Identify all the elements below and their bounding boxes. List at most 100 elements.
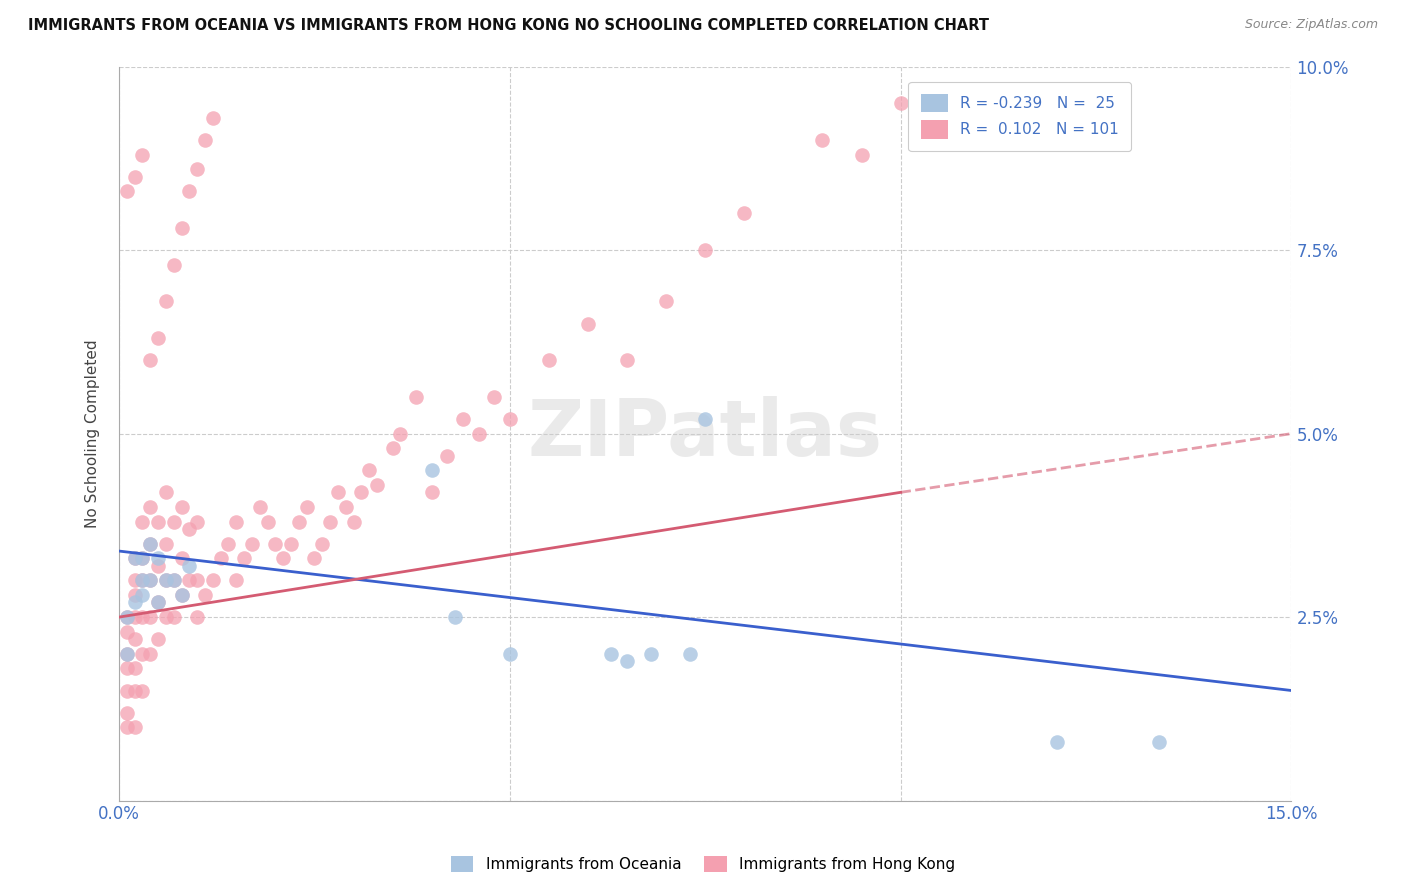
- Point: [280, 537, 302, 551]
- Point: [163, 515, 186, 529]
- Point: [311, 537, 333, 551]
- Point: [170, 551, 193, 566]
- Point: [131, 515, 153, 529]
- Point: [115, 610, 138, 624]
- Point: [600, 647, 623, 661]
- Point: [146, 595, 169, 609]
- Point: [201, 111, 224, 125]
- Point: [249, 500, 271, 514]
- Point: [115, 683, 138, 698]
- Point: [499, 412, 522, 426]
- Point: [288, 515, 311, 529]
- Point: [155, 294, 177, 309]
- Point: [124, 610, 146, 624]
- Point: [209, 551, 232, 566]
- Text: ZIPatlas: ZIPatlas: [527, 396, 883, 472]
- Point: [335, 500, 357, 514]
- Point: [326, 485, 349, 500]
- Point: [131, 551, 153, 566]
- Point: [146, 632, 169, 647]
- Point: [170, 221, 193, 235]
- Point: [366, 478, 388, 492]
- Point: [233, 551, 256, 566]
- Point: [124, 720, 146, 734]
- Point: [139, 610, 162, 624]
- Point: [139, 574, 162, 588]
- Point: [163, 610, 186, 624]
- Point: [139, 647, 162, 661]
- Text: IMMIGRANTS FROM OCEANIA VS IMMIGRANTS FROM HONG KONG NO SCHOOLING COMPLETED CORR: IMMIGRANTS FROM OCEANIA VS IMMIGRANTS FR…: [28, 18, 988, 33]
- Point: [695, 412, 717, 426]
- Point: [186, 610, 208, 624]
- Point: [131, 683, 153, 698]
- Point: [499, 647, 522, 661]
- Point: [256, 515, 278, 529]
- Point: [179, 522, 201, 536]
- Point: [405, 390, 427, 404]
- Point: [131, 574, 153, 588]
- Point: [124, 169, 146, 184]
- Point: [359, 463, 381, 477]
- Point: [640, 647, 662, 661]
- Point: [186, 162, 208, 177]
- Point: [186, 574, 208, 588]
- Point: [155, 574, 177, 588]
- Point: [179, 574, 201, 588]
- Point: [350, 485, 373, 500]
- Point: [170, 500, 193, 514]
- Point: [890, 96, 912, 111]
- Point: [115, 661, 138, 675]
- Point: [225, 515, 247, 529]
- Point: [381, 442, 404, 456]
- Point: [733, 206, 755, 220]
- Point: [115, 624, 138, 639]
- Point: [124, 632, 146, 647]
- Point: [179, 185, 201, 199]
- Point: [131, 574, 153, 588]
- Point: [170, 588, 193, 602]
- Point: [131, 551, 153, 566]
- Point: [131, 610, 153, 624]
- Point: [304, 551, 326, 566]
- Point: [115, 647, 138, 661]
- Point: [655, 294, 678, 309]
- Text: Source: ZipAtlas.com: Source: ZipAtlas.com: [1244, 18, 1378, 31]
- Point: [194, 588, 217, 602]
- Point: [616, 353, 638, 368]
- Point: [124, 683, 146, 698]
- Point: [201, 574, 224, 588]
- Point: [139, 537, 162, 551]
- Point: [179, 558, 201, 573]
- Point: [225, 574, 247, 588]
- Point: [146, 551, 169, 566]
- Point: [115, 720, 138, 734]
- Point: [264, 537, 287, 551]
- Point: [240, 537, 263, 551]
- Legend: R = -0.239   N =  25, R =  0.102   N = 101: R = -0.239 N = 25, R = 0.102 N = 101: [908, 81, 1132, 151]
- Point: [420, 463, 443, 477]
- Point: [467, 426, 489, 441]
- Point: [616, 654, 638, 668]
- Point: [155, 485, 177, 500]
- Point: [155, 537, 177, 551]
- Point: [139, 574, 162, 588]
- Point: [420, 485, 443, 500]
- Point: [124, 574, 146, 588]
- Point: [576, 317, 599, 331]
- Point: [295, 500, 318, 514]
- Point: [1147, 735, 1170, 749]
- Point: [124, 551, 146, 566]
- Point: [451, 412, 474, 426]
- Point: [115, 185, 138, 199]
- Point: [436, 449, 458, 463]
- Point: [139, 353, 162, 368]
- Point: [271, 551, 294, 566]
- Point: [139, 537, 162, 551]
- Point: [155, 574, 177, 588]
- Point: [319, 515, 342, 529]
- Point: [342, 515, 364, 529]
- Point: [146, 558, 169, 573]
- Point: [146, 595, 169, 609]
- Point: [124, 595, 146, 609]
- Point: [678, 647, 700, 661]
